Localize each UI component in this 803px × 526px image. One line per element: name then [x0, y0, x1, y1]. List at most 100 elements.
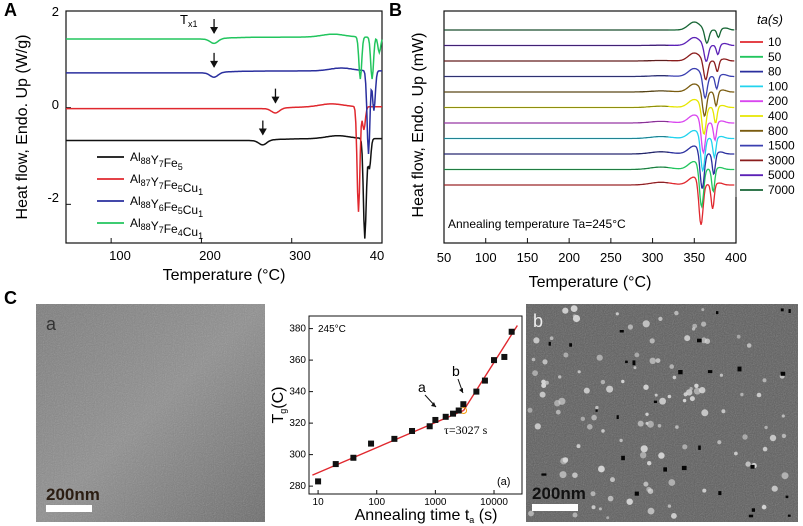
particle-dark	[678, 370, 683, 375]
particle-bright	[541, 383, 547, 388]
particle-bright	[633, 366, 637, 370]
panel-A-chart: Heat flow, Endo. Up (W/g) Temperature (°…	[14, 4, 384, 284]
particle-dark	[653, 400, 657, 403]
micrograph-a: a 200nm	[36, 304, 265, 522]
particle-bright	[607, 495, 614, 502]
particle-bright	[544, 380, 549, 385]
particle-bright	[626, 498, 633, 505]
particle-bright	[595, 405, 599, 410]
panel-B-line-shadow	[444, 90, 669, 93]
panel-B-legend-label: 400	[768, 109, 788, 123]
panel-C-xtick-label: 10	[313, 497, 325, 508]
particle-bright	[539, 391, 546, 398]
particle-bright	[686, 389, 693, 396]
panel-B-series	[444, 21, 735, 225]
particle-bright	[734, 451, 738, 456]
particle-dark	[780, 371, 786, 376]
panel-B-line-shadow	[444, 75, 669, 77]
particle-dark	[787, 514, 791, 517]
panel-B-legend-label: 100	[768, 79, 788, 93]
particle-dark	[569, 343, 572, 347]
panel-B-line-100	[444, 129, 735, 173]
particle-bright	[533, 337, 540, 344]
panel-C-point	[450, 410, 457, 417]
particle-bright	[570, 305, 578, 312]
panel-A-ytick-2: 2	[52, 4, 59, 19]
particle-bright	[649, 357, 656, 364]
particle-bright	[643, 384, 649, 390]
particle-bright	[577, 370, 581, 374]
particle-bright	[659, 397, 666, 405]
particle-bright	[745, 461, 751, 467]
particle-bright	[721, 409, 726, 414]
panel-B-line-shadow	[444, 105, 669, 108]
particle-bright	[598, 465, 605, 473]
panel-C-point	[332, 461, 339, 468]
panel-C-temp-label: 245°C	[318, 324, 346, 335]
panel-A-ytick-neg2: -2	[47, 190, 59, 205]
particle-bright	[672, 375, 677, 380]
particle-bright	[541, 379, 546, 385]
particle-bright	[667, 394, 672, 399]
panel-A-arrowhead	[258, 128, 267, 136]
particle-bright	[559, 471, 567, 479]
panel-B-xtick-label: 350	[683, 250, 705, 265]
particle-bright	[781, 433, 787, 439]
panel-C-point	[391, 435, 398, 442]
particle-bright	[762, 378, 767, 383]
panel-B-legend-label: 50	[768, 50, 782, 64]
panel-A-tx-annotation: Tx1	[180, 12, 197, 29]
panel-C-point	[460, 401, 467, 408]
particle-bright	[689, 387, 693, 391]
panel-B-legend-label: 200	[768, 94, 788, 108]
particle-bright	[627, 324, 634, 330]
panel-A-line-4	[66, 33, 383, 80]
particle-bright	[657, 424, 662, 428]
panel-B-legend-title: ta(s)	[757, 12, 783, 27]
micrograph-b-scale-text: 200nm	[532, 484, 586, 503]
panel-C-ytick-label: 340	[289, 387, 306, 398]
particle-bright	[527, 407, 533, 413]
particle-bright	[701, 409, 709, 417]
panel-A-legend-label: Al88Y6Fe5Cu1	[130, 194, 203, 219]
particle-bright	[671, 513, 677, 519]
panel-B-legend-label: 5000	[768, 168, 795, 182]
panel-A-xtick-200: 200	[199, 248, 221, 263]
panel-C-xlabel: Annealing time ta (s)	[355, 507, 498, 525]
particle-bright	[643, 481, 649, 487]
particle-bright	[562, 307, 569, 314]
particle-bright	[689, 396, 695, 402]
panel-B-xtick-label: 50	[437, 250, 451, 265]
particle-dark	[632, 360, 636, 366]
particle-bright	[702, 488, 707, 493]
panel-B-legend-label: 7000	[768, 183, 795, 197]
particle-bright	[572, 512, 578, 518]
panel-A-xtick-100: 100	[109, 248, 131, 263]
panel-B-xtick-label: 250	[600, 250, 622, 265]
panel-C-ytick-label: 300	[289, 450, 306, 461]
panel-C-ytick-label: 360	[289, 355, 306, 366]
panel-C-tau: τ=3027 s	[444, 423, 488, 437]
micrograph-a-grain	[36, 304, 265, 522]
panel-A-line-3	[66, 67, 382, 154]
particle-dark	[748, 514, 754, 518]
panel-B-chart: Heat flow, Endo. Up (mW) Temperature (°C…	[410, 10, 795, 291]
particle-bright	[682, 444, 688, 450]
particle-bright	[542, 359, 548, 365]
panel-B-line-3000	[444, 52, 735, 81]
panel-B-legend-label: 800	[768, 124, 788, 138]
particle-bright	[771, 485, 778, 492]
panel-C-point	[426, 423, 433, 430]
particle-dark	[595, 409, 598, 412]
panel-B-xticks: 50 100 150 200 250 300 350 400	[437, 238, 747, 265]
panel-B-line-shadow	[444, 151, 669, 155]
micrograph-b: b 200nm	[526, 304, 798, 522]
particle-bright	[580, 416, 585, 421]
panel-A-tick-marks	[66, 10, 383, 243]
panel-B-line-50	[444, 160, 735, 209]
particle-dark	[541, 473, 547, 476]
panel-B-annotation: Annealing temperature Ta=245°C	[448, 217, 626, 231]
particle-dark	[616, 415, 619, 419]
particle-bright	[717, 440, 722, 445]
